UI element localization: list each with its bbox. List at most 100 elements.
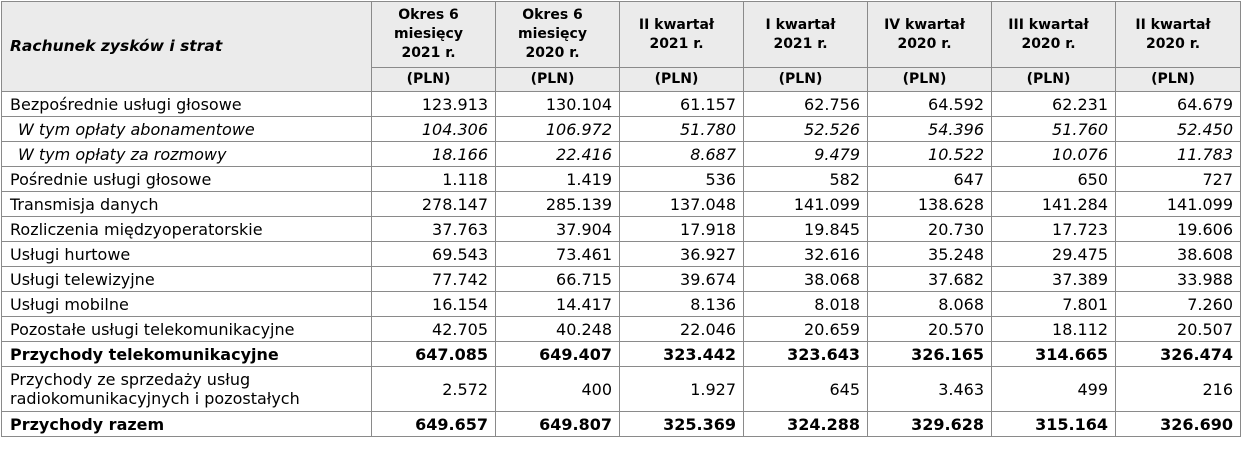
- value-cell: 10.522: [867, 141, 992, 167]
- value-cell: 36.927: [619, 241, 744, 267]
- value-cell: 20.507: [1115, 316, 1241, 342]
- value-cell: 104.306: [371, 116, 496, 142]
- value-cell: 8.687: [619, 141, 744, 167]
- value-cell: 138.628: [867, 191, 992, 217]
- value-cell: 77.742: [371, 266, 496, 292]
- value-cell: 216: [1115, 366, 1241, 412]
- table-row: Przychody ze sprzedaży usług radiokomuni…: [1, 366, 1241, 412]
- value-cell: 22.416: [495, 141, 620, 167]
- value-cell: 19.845: [743, 216, 868, 242]
- table-row: Transmisja danych 278.147 285.139 137.048 14…: [1, 191, 1241, 217]
- value-cell: 17.723: [991, 216, 1116, 242]
- value-cell: 39.674: [619, 266, 744, 292]
- value-cell: 29.475: [991, 241, 1116, 267]
- value-cell: 650: [991, 166, 1116, 192]
- unit-label: (PLN): [991, 67, 1116, 92]
- value-cell: 649.407: [495, 341, 620, 367]
- value-cell: 727: [1115, 166, 1241, 192]
- row-label: Rozliczenia międzyoperatorskie: [1, 216, 372, 242]
- value-cell: 61.157: [619, 91, 744, 117]
- column-header-q3-2020: III kwartał 2020 r.: [991, 1, 1116, 68]
- value-cell: 123.913: [371, 91, 496, 117]
- table-row: Usługi hurtowe 69.543 73.461 36.927 32.616 35…: [1, 241, 1241, 267]
- value-cell: 315.164: [991, 411, 1116, 437]
- value-cell: 324.288: [743, 411, 868, 437]
- value-cell: 19.606: [1115, 216, 1241, 242]
- value-cell: 51.780: [619, 116, 744, 142]
- value-cell: 20.730: [867, 216, 992, 242]
- value-cell: 40.248: [495, 316, 620, 342]
- value-cell: 20.570: [867, 316, 992, 342]
- value-cell: 326.474: [1115, 341, 1241, 367]
- unit-label: (PLN): [619, 67, 744, 92]
- table-body: Bezpośrednie usługi głosowe 123.913 130.10…: [1, 91, 1241, 437]
- units-row: (PLN) (PLN) (PLN) (PLN) (PLN) (PLN) (PLN…: [2, 67, 1241, 92]
- table-row: Pozostałe usługi telekomunikacyjne 42.705…: [1, 316, 1241, 342]
- table-row: W tym opłaty za rozmowy 18.166 22.416 8.687…: [1, 141, 1241, 167]
- value-cell: 323.442: [619, 341, 744, 367]
- value-cell: 647: [867, 166, 992, 192]
- row-label: Przychody razem: [1, 411, 372, 437]
- column-header-q2-2020: II kwartał 2020 r.: [1115, 1, 1241, 68]
- row-label: Przychody telekomunikacyjne: [1, 341, 372, 367]
- value-cell: 3.463: [867, 366, 992, 412]
- row-label: Usługi hurtowe: [1, 241, 372, 267]
- value-cell: 649.807: [495, 411, 620, 437]
- value-cell: 37.682: [867, 266, 992, 292]
- row-label: Pozostałe usługi telekomunikacyjne: [1, 316, 372, 342]
- value-cell: 37.904: [495, 216, 620, 242]
- value-cell: 400: [495, 366, 620, 412]
- row-label: Bezpośrednie usługi głosowe: [1, 91, 372, 117]
- income-statement-table: Rachunek zysków i strat Okres 6 miesięcy 2…: [1, 1, 1241, 437]
- value-cell: 32.616: [743, 241, 868, 267]
- value-cell: 22.046: [619, 316, 744, 342]
- value-cell: 2.572: [371, 366, 496, 412]
- value-cell: 66.715: [495, 266, 620, 292]
- unit-label: (PLN): [495, 67, 620, 92]
- row-label: Transmisja danych: [1, 191, 372, 217]
- value-cell: 64.679: [1115, 91, 1241, 117]
- row-label: Przychody ze sprzedaży usług radiokomuni…: [1, 366, 372, 412]
- value-cell: 314.665: [991, 341, 1116, 367]
- value-cell: 51.760: [991, 116, 1116, 142]
- header-row: Rachunek zysków i strat Okres 6 miesięcy 2…: [1, 1, 1241, 92]
- value-cell: 325.369: [619, 411, 744, 437]
- value-cell: 141.099: [1115, 191, 1241, 217]
- table-row: Pośrednie usługi głosowe 1.118 1.419 536 582…: [1, 166, 1241, 192]
- value-cell: 536: [619, 166, 744, 192]
- value-cell: 1.927: [619, 366, 744, 412]
- value-cell: 499: [991, 366, 1116, 412]
- value-cell: 7.801: [991, 291, 1116, 317]
- value-cell: 141.099: [743, 191, 868, 217]
- value-cell: 647.085: [371, 341, 496, 367]
- column-header-q2-2021: II kwartał 2021 r.: [619, 1, 744, 68]
- column-header-q1-2021: I kwartał 2021 r.: [743, 1, 868, 68]
- value-cell: 38.608: [1115, 241, 1241, 267]
- table-title: Rachunek zysków i strat: [1, 1, 372, 92]
- table-row: Usługi telewizyjne 77.742 66.715 39.674 38.0…: [1, 266, 1241, 292]
- value-cell: 33.988: [1115, 266, 1241, 292]
- value-cell: 20.659: [743, 316, 868, 342]
- column-header-h1-2021: Okres 6 miesięcy 2021 r.: [371, 1, 496, 68]
- row-label: Usługi telewizyjne: [1, 266, 372, 292]
- value-cell: 9.479: [743, 141, 868, 167]
- value-cell: 582: [743, 166, 868, 192]
- value-cell: 38.068: [743, 266, 868, 292]
- value-cell: 14.417: [495, 291, 620, 317]
- unit-label: (PLN): [867, 67, 992, 92]
- value-cell: 1.118: [371, 166, 496, 192]
- value-cell: 54.396: [867, 116, 992, 142]
- value-cell: 285.139: [495, 191, 620, 217]
- value-cell: 1.419: [495, 166, 620, 192]
- value-cell: 64.592: [867, 91, 992, 117]
- value-cell: 42.705: [371, 316, 496, 342]
- value-cell: 278.147: [371, 191, 496, 217]
- value-cell: 649.657: [371, 411, 496, 437]
- value-cell: 52.450: [1115, 116, 1241, 142]
- table-row: Bezpośrednie usługi głosowe 123.913 130.10…: [1, 91, 1241, 117]
- value-cell: 18.166: [371, 141, 496, 167]
- value-cell: 73.461: [495, 241, 620, 267]
- unit-label: (PLN): [1115, 67, 1241, 92]
- value-cell: 326.165: [867, 341, 992, 367]
- row-label: Pośrednie usługi głosowe: [1, 166, 372, 192]
